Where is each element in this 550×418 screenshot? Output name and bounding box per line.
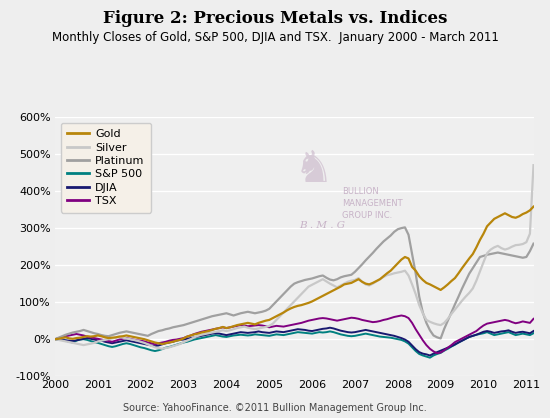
Text: Source: YahooFinance. ©2011 Bullion Management Group Inc.: Source: YahooFinance. ©2011 Bullion Mana…: [123, 403, 427, 413]
Legend: Gold, Silver, Platinum, S&P 500, DJIA, TSX: Gold, Silver, Platinum, S&P 500, DJIA, T…: [60, 122, 151, 213]
Text: BULLION
MANAGEMENT
GROUP INC.: BULLION MANAGEMENT GROUP INC.: [342, 187, 403, 219]
Text: ♞: ♞: [294, 148, 334, 191]
Text: Figure 2: Precious Metals vs. Indices: Figure 2: Precious Metals vs. Indices: [103, 10, 447, 28]
Text: Monthly Closes of Gold, S&P 500, DJIA and TSX.  January 2000 - March 2011: Monthly Closes of Gold, S&P 500, DJIA an…: [52, 31, 498, 44]
Text: B . M . G: B . M . G: [299, 221, 345, 230]
